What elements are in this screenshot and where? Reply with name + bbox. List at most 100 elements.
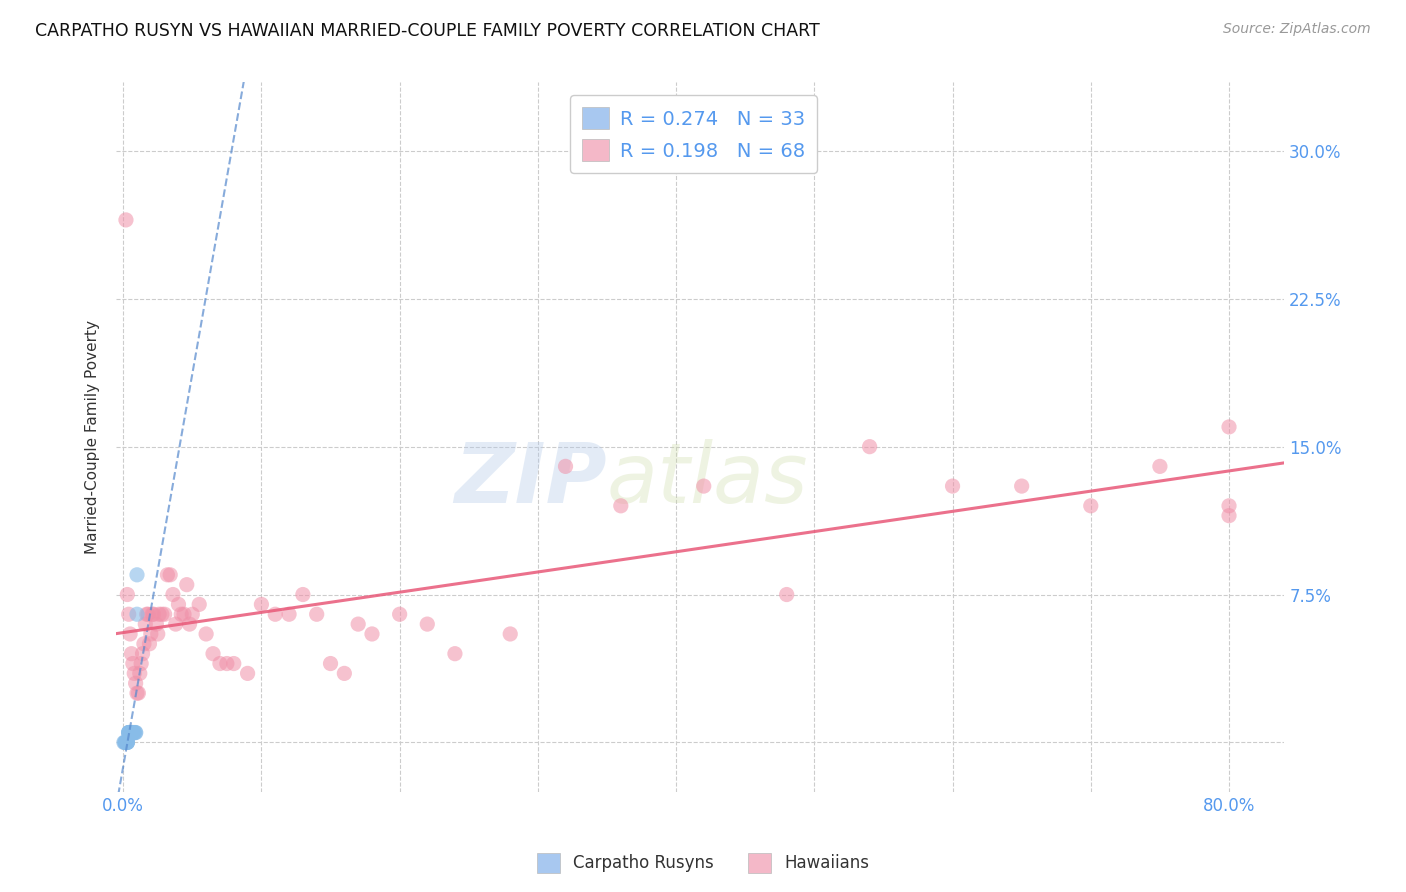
Point	[124, 725, 146, 739]
Point	[118, 725, 141, 739]
Point	[1218, 508, 1240, 523]
Point	[236, 666, 259, 681]
Point	[114, 735, 136, 749]
Point	[693, 479, 716, 493]
Point	[941, 479, 963, 493]
Point	[124, 676, 146, 690]
Point	[117, 735, 139, 749]
Point	[859, 440, 882, 454]
Point	[776, 588, 799, 602]
Point	[361, 627, 384, 641]
Point	[222, 657, 245, 671]
Point	[250, 598, 273, 612]
Point	[121, 725, 143, 739]
Point	[121, 725, 143, 739]
Point	[181, 607, 204, 622]
Point	[416, 617, 439, 632]
Point	[121, 725, 143, 739]
Point	[124, 725, 146, 739]
Point	[1011, 479, 1033, 493]
Point	[120, 725, 142, 739]
Point	[117, 735, 139, 749]
Point	[1080, 499, 1102, 513]
Point	[347, 617, 370, 632]
Point	[120, 725, 142, 739]
Point	[159, 567, 181, 582]
Point	[1149, 459, 1171, 474]
Point	[444, 647, 467, 661]
Point	[127, 686, 149, 700]
Point	[156, 567, 179, 582]
Point	[115, 213, 138, 227]
Point	[146, 627, 169, 641]
Point	[319, 657, 342, 671]
Point	[305, 607, 328, 622]
Point	[1218, 499, 1240, 513]
Point	[121, 725, 143, 739]
Point	[121, 647, 143, 661]
Point	[554, 459, 576, 474]
Point	[125, 686, 148, 700]
Point	[153, 607, 176, 622]
Point	[120, 725, 142, 739]
Point	[135, 607, 157, 622]
Point	[188, 598, 211, 612]
Point	[118, 725, 141, 739]
Point	[129, 657, 152, 671]
Point	[176, 577, 198, 591]
Point	[115, 735, 138, 749]
Point	[215, 657, 238, 671]
Text: CARPATHO RUSYN VS HAWAIIAN MARRIED-COUPLE FAMILY POVERTY CORRELATION CHART: CARPATHO RUSYN VS HAWAIIAN MARRIED-COUPL…	[35, 22, 820, 40]
Point	[1218, 420, 1240, 434]
Point	[148, 607, 170, 622]
Point	[122, 725, 145, 739]
Point	[117, 588, 139, 602]
Point	[125, 607, 148, 622]
Point	[173, 607, 195, 622]
Point	[121, 725, 143, 739]
Point	[131, 647, 153, 661]
Point	[125, 567, 148, 582]
Point	[195, 627, 218, 641]
Legend: R = 0.274   N = 33, R = 0.198   N = 68: R = 0.274 N = 33, R = 0.198 N = 68	[569, 95, 817, 173]
Point	[610, 499, 633, 513]
Point	[170, 607, 193, 622]
Point	[499, 627, 522, 641]
Point	[115, 735, 138, 749]
Point	[118, 607, 141, 622]
Point	[121, 657, 143, 671]
Point	[117, 735, 139, 749]
Point	[139, 627, 162, 641]
Point	[121, 725, 143, 739]
Text: Source: ZipAtlas.com: Source: ZipAtlas.com	[1223, 22, 1371, 37]
Point	[167, 598, 190, 612]
Point	[291, 588, 314, 602]
Point	[145, 617, 167, 632]
Point	[115, 735, 138, 749]
Point	[118, 725, 141, 739]
Point	[165, 617, 187, 632]
Point	[388, 607, 411, 622]
Text: ZIP: ZIP	[454, 439, 607, 520]
Point	[114, 735, 136, 749]
Y-axis label: Married-Couple Family Poverty: Married-Couple Family Poverty	[86, 320, 100, 554]
Point	[118, 725, 141, 739]
Point	[138, 637, 160, 651]
Point	[208, 657, 231, 671]
Point	[179, 617, 201, 632]
Point	[122, 725, 145, 739]
Point	[128, 666, 150, 681]
Point	[112, 735, 135, 749]
Point	[120, 725, 142, 739]
Text: atlas: atlas	[607, 439, 808, 520]
Point	[120, 725, 142, 739]
Point	[120, 627, 142, 641]
Point	[136, 607, 159, 622]
Point	[264, 607, 287, 622]
Point	[122, 666, 145, 681]
Point	[278, 607, 301, 622]
Point	[121, 725, 143, 739]
Point	[162, 588, 184, 602]
Point	[134, 617, 156, 632]
Point	[120, 725, 142, 739]
